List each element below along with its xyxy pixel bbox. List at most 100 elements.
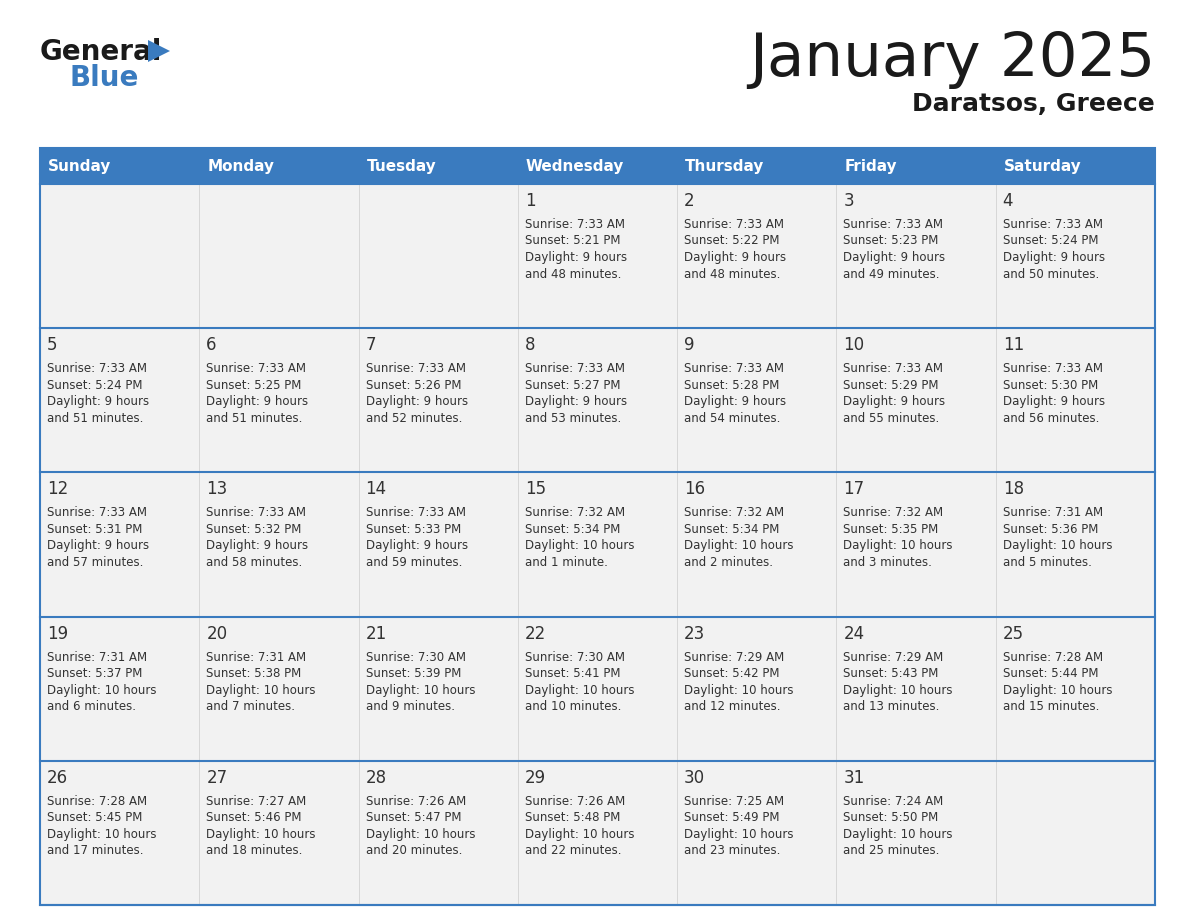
Text: Sunrise: 7:33 AM: Sunrise: 7:33 AM [843,363,943,375]
Text: and 55 minutes.: and 55 minutes. [843,411,940,425]
Text: 14: 14 [366,480,387,498]
Text: and 58 minutes.: and 58 minutes. [207,556,303,569]
Text: and 18 minutes.: and 18 minutes. [207,845,303,857]
Text: Daylight: 9 hours: Daylight: 9 hours [1003,251,1105,264]
Text: Sunrise: 7:33 AM: Sunrise: 7:33 AM [1003,363,1102,375]
Text: and 48 minutes.: and 48 minutes. [525,267,621,281]
Text: Sunset: 5:50 PM: Sunset: 5:50 PM [843,812,939,824]
Text: Daylight: 9 hours: Daylight: 9 hours [207,540,309,553]
Text: Daratsos, Greece: Daratsos, Greece [912,92,1155,116]
Text: and 56 minutes.: and 56 minutes. [1003,411,1099,425]
Text: and 2 minutes.: and 2 minutes. [684,556,773,569]
Text: and 57 minutes.: and 57 minutes. [48,556,144,569]
Text: 20: 20 [207,624,227,643]
Bar [40,329,1155,473]
Text: and 22 minutes.: and 22 minutes. [525,845,621,857]
Text: Daylight: 10 hours: Daylight: 10 hours [684,684,794,697]
Text: and 52 minutes.: and 52 minutes. [366,411,462,425]
Text: Daylight: 9 hours: Daylight: 9 hours [684,396,786,409]
Text: and 59 minutes.: and 59 minutes. [366,556,462,569]
Polygon shape [148,40,170,62]
Text: Daylight: 10 hours: Daylight: 10 hours [684,828,794,841]
Text: Daylight: 10 hours: Daylight: 10 hours [843,828,953,841]
Text: 15: 15 [525,480,546,498]
Text: Daylight: 10 hours: Daylight: 10 hours [843,540,953,553]
Bar [40,148,1155,905]
Text: Daylight: 10 hours: Daylight: 10 hours [525,828,634,841]
Text: Sunrise: 7:30 AM: Sunrise: 7:30 AM [366,651,466,664]
Text: 11: 11 [1003,336,1024,354]
Text: Sunrise: 7:33 AM: Sunrise: 7:33 AM [525,363,625,375]
Text: Sunrise: 7:33 AM: Sunrise: 7:33 AM [843,218,943,231]
Text: Daylight: 10 hours: Daylight: 10 hours [1003,684,1112,697]
Text: Daylight: 10 hours: Daylight: 10 hours [207,828,316,841]
Text: Tuesday: Tuesday [367,159,436,174]
Text: and 1 minute.: and 1 minute. [525,556,608,569]
Text: Sunrise: 7:32 AM: Sunrise: 7:32 AM [525,507,625,520]
Text: Daylight: 10 hours: Daylight: 10 hours [525,684,634,697]
Text: Sunrise: 7:24 AM: Sunrise: 7:24 AM [843,795,943,808]
Text: Sunset: 5:36 PM: Sunset: 5:36 PM [1003,523,1098,536]
Text: 4: 4 [1003,192,1013,210]
Text: and 15 minutes.: and 15 minutes. [1003,700,1099,713]
Text: Sunrise: 7:28 AM: Sunrise: 7:28 AM [1003,651,1102,664]
Text: Blue: Blue [70,64,139,92]
Text: Sunset: 5:38 PM: Sunset: 5:38 PM [207,667,302,680]
Text: 13: 13 [207,480,228,498]
Text: Sunset: 5:24 PM: Sunset: 5:24 PM [1003,234,1098,248]
Text: 31: 31 [843,768,865,787]
Text: General: General [40,38,163,66]
Text: January 2025: January 2025 [748,30,1155,89]
Text: Sunset: 5:30 PM: Sunset: 5:30 PM [1003,379,1098,392]
Text: 24: 24 [843,624,865,643]
Text: Daylight: 9 hours: Daylight: 9 hours [684,251,786,264]
Text: and 17 minutes.: and 17 minutes. [48,845,144,857]
Text: Sunset: 5:35 PM: Sunset: 5:35 PM [843,523,939,536]
Text: Sunrise: 7:31 AM: Sunrise: 7:31 AM [48,651,147,664]
Text: 8: 8 [525,336,536,354]
Text: Sunrise: 7:33 AM: Sunrise: 7:33 AM [366,507,466,520]
Text: Sunday: Sunday [48,159,112,174]
Text: Daylight: 9 hours: Daylight: 9 hours [525,396,627,409]
Text: Daylight: 10 hours: Daylight: 10 hours [843,684,953,697]
Text: 28: 28 [366,768,387,787]
Text: and 23 minutes.: and 23 minutes. [684,845,781,857]
Text: Sunrise: 7:33 AM: Sunrise: 7:33 AM [366,363,466,375]
Text: Sunset: 5:43 PM: Sunset: 5:43 PM [843,667,939,680]
Text: and 49 minutes.: and 49 minutes. [843,267,940,281]
Text: Daylight: 9 hours: Daylight: 9 hours [48,396,150,409]
Text: Sunrise: 7:32 AM: Sunrise: 7:32 AM [843,507,943,520]
Text: 3: 3 [843,192,854,210]
Text: Wednesday: Wednesday [526,159,624,174]
Text: 10: 10 [843,336,865,354]
Text: Sunset: 5:32 PM: Sunset: 5:32 PM [207,523,302,536]
Text: Sunrise: 7:31 AM: Sunrise: 7:31 AM [207,651,307,664]
Text: 1: 1 [525,192,536,210]
Text: Sunrise: 7:27 AM: Sunrise: 7:27 AM [207,795,307,808]
Text: and 9 minutes.: and 9 minutes. [366,700,455,713]
Text: Sunset: 5:34 PM: Sunset: 5:34 PM [684,523,779,536]
Text: Sunset: 5:49 PM: Sunset: 5:49 PM [684,812,779,824]
Text: and 3 minutes.: and 3 minutes. [843,556,933,569]
Text: Sunrise: 7:26 AM: Sunrise: 7:26 AM [366,795,466,808]
Text: 7: 7 [366,336,377,354]
Text: and 25 minutes.: and 25 minutes. [843,845,940,857]
Text: Sunrise: 7:33 AM: Sunrise: 7:33 AM [1003,218,1102,231]
Text: Sunset: 5:23 PM: Sunset: 5:23 PM [843,234,939,248]
Text: Sunrise: 7:33 AM: Sunrise: 7:33 AM [525,218,625,231]
Text: and 12 minutes.: and 12 minutes. [684,700,781,713]
Text: Sunrise: 7:33 AM: Sunrise: 7:33 AM [684,363,784,375]
Text: Daylight: 10 hours: Daylight: 10 hours [525,540,634,553]
Text: 21: 21 [366,624,387,643]
Text: 29: 29 [525,768,546,787]
Text: Sunset: 5:39 PM: Sunset: 5:39 PM [366,667,461,680]
Text: 22: 22 [525,624,546,643]
Text: Sunset: 5:42 PM: Sunset: 5:42 PM [684,667,779,680]
Text: 18: 18 [1003,480,1024,498]
Text: 16: 16 [684,480,706,498]
Text: Sunrise: 7:33 AM: Sunrise: 7:33 AM [48,507,147,520]
Text: Sunrise: 7:33 AM: Sunrise: 7:33 AM [48,363,147,375]
Text: and 5 minutes.: and 5 minutes. [1003,556,1092,569]
Text: 17: 17 [843,480,865,498]
Text: Sunset: 5:41 PM: Sunset: 5:41 PM [525,667,620,680]
